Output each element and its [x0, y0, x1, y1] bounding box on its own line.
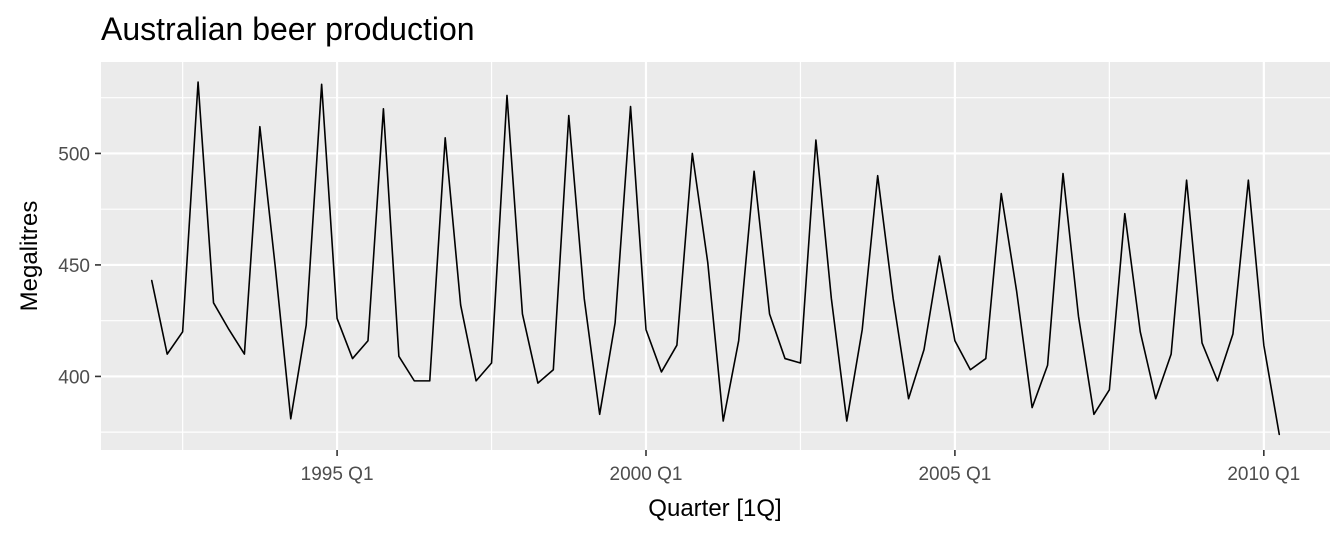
series-layer: [150, 81, 1281, 436]
series-line: [150, 81, 1281, 436]
x-axis: 1995 Q1 2000 Q1 2005 Q1 2010 Q1: [301, 450, 1300, 485]
x-tick-label: 1995 Q1: [301, 464, 374, 485]
y-axis-title: Megalitres: [16, 201, 43, 312]
grid-major: [101, 62, 1330, 450]
x-tick-label: 2000 Q1: [610, 464, 683, 485]
x-axis-title: Quarter [1Q]: [648, 495, 781, 522]
y-axis: 400 450 500: [58, 144, 101, 388]
plot-panel: [101, 62, 1330, 450]
y-tick-label: 400: [58, 367, 90, 388]
x-tick-label: 2010 Q1: [1227, 464, 1300, 485]
y-tick-label: 450: [58, 256, 90, 277]
y-tick-label: 500: [58, 144, 90, 165]
x-tick-label: 2005 Q1: [918, 464, 991, 485]
chart-title: Australian beer production: [101, 11, 475, 47]
